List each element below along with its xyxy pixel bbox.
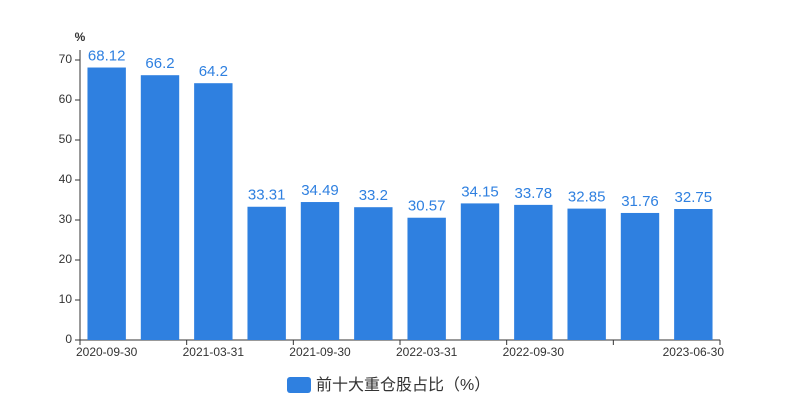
bar [514, 204, 553, 340]
x-tick-label: 2021-09-30 [289, 345, 351, 359]
bar [620, 212, 660, 340]
bar [247, 206, 286, 340]
bar [354, 207, 393, 340]
y-tick-label: 10 [59, 292, 73, 306]
y-tick-label: 50 [59, 132, 73, 146]
value-label: 32.85 [568, 189, 606, 206]
value-label: 66.2 [145, 55, 174, 72]
bar [567, 208, 606, 340]
bar [300, 202, 340, 340]
bar [407, 217, 446, 340]
x-tick-label: 2021-03-31 [183, 345, 245, 359]
legend-label: 前十大重仓股占比（%） [316, 376, 490, 394]
bar [194, 83, 233, 340]
x-tick-label: 2022-09-30 [503, 345, 565, 359]
y-tick-label: 20 [59, 252, 73, 266]
y-unit: % [75, 30, 86, 44]
x-tick-label: 2020-09-30 [76, 345, 138, 359]
value-label: 32.75 [675, 189, 713, 206]
y-tick-label: 0 [65, 332, 72, 346]
value-label: 34.15 [461, 183, 499, 200]
y-tick-label: 30 [59, 212, 73, 226]
value-label: 68.12 [88, 47, 126, 64]
y-tick-label: 60 [59, 92, 73, 106]
value-label: 31.76 [621, 193, 659, 210]
value-label: 64.2 [199, 63, 228, 80]
x-tick-label: 2022-03-31 [396, 345, 458, 359]
y-tick-label: 70 [59, 52, 73, 66]
y-tick-label: 40 [59, 172, 73, 186]
bar [460, 203, 500, 340]
bar [140, 75, 180, 340]
bar [87, 67, 126, 341]
value-label: 33.31 [248, 187, 286, 204]
value-label: 33.78 [515, 185, 553, 202]
legend-swatch [287, 377, 311, 393]
bar [674, 209, 713, 340]
value-label: 33.2 [359, 187, 388, 204]
value-label: 30.57 [408, 198, 446, 215]
x-tick-label: 2023-06-30 [663, 345, 725, 359]
value-label: 34.49 [301, 182, 339, 199]
